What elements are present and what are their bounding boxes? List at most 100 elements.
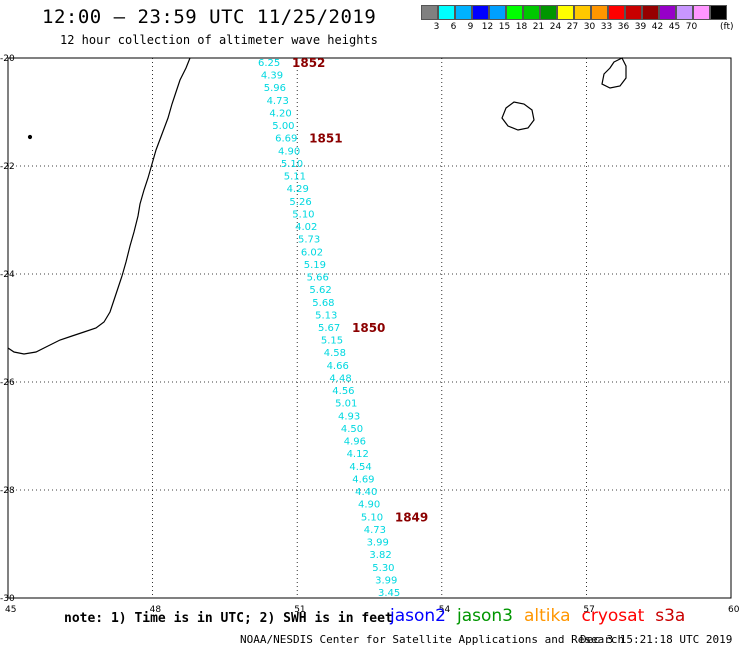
- wave-height-value: 3.99: [367, 538, 389, 549]
- legend-swatch: [591, 5, 608, 20]
- pass-time-label: 1849: [395, 510, 428, 524]
- map-title: 12:00 – 23:59 UTC 11/25/2019: [42, 6, 377, 28]
- legend-label: 39: [634, 22, 647, 32]
- wave-height-value: 5.10: [281, 159, 303, 170]
- color-legend: [421, 5, 727, 20]
- lat-tick-label: -28: [0, 486, 15, 496]
- wave-height-value: 5.11: [284, 172, 306, 183]
- legend-swatch: [642, 5, 659, 20]
- legend-swatch: [659, 5, 676, 20]
- satellite-legend: jason2 jason3 altika cryosat s3a: [390, 606, 696, 626]
- legend-unit: (ft): [720, 22, 734, 32]
- wave-height-value: 5.26: [289, 197, 311, 208]
- wave-height-value: 4.02: [295, 222, 317, 233]
- wave-height-value: 5.30: [372, 563, 394, 574]
- legend-swatch: [523, 5, 540, 20]
- satellite-label: jason2: [390, 606, 446, 626]
- axis-labels: 45 48 51 54 57 60 -20 -22 -24 -26 -28 -30: [0, 54, 740, 615]
- lon-tick-label: 45: [5, 605, 16, 615]
- wave-height-value: 5.00: [272, 121, 294, 132]
- wave-height-value: 4.54: [349, 462, 371, 473]
- pass-time-label: 1851: [309, 132, 342, 146]
- legend-label: 6: [450, 22, 457, 32]
- wave-height-value: 4.29: [287, 184, 309, 195]
- wave-height-value: 5.10: [292, 209, 314, 220]
- graticule: [8, 58, 731, 598]
- map-frame: [7, 57, 732, 599]
- lon-tick-label: 54: [439, 605, 451, 615]
- wave-height-value: 5.15: [321, 336, 343, 347]
- legend-label: 9: [467, 22, 474, 32]
- wave-height-value: 4.39: [261, 71, 283, 82]
- wave-height-value: 5.13: [315, 310, 337, 321]
- wave-height-value: 5.96: [264, 83, 286, 94]
- wave-height-value: 5.19: [304, 260, 326, 271]
- wave-height-value: 4.12: [347, 449, 369, 460]
- legend-swatch: [574, 5, 591, 20]
- wave-height-value: 3.82: [369, 550, 391, 561]
- lat-tick-label: -24: [0, 270, 15, 280]
- wave-height-value: 3.45: [378, 588, 400, 599]
- wave-height-value: 5.68: [312, 298, 334, 309]
- wave-height-value: 4.69: [352, 474, 374, 485]
- legend-label: 21: [532, 22, 545, 32]
- wave-height-value: 3.99: [375, 575, 397, 586]
- wave-height-value: 4.56: [332, 386, 354, 397]
- legend-swatch: [489, 5, 506, 20]
- legend-swatch: [540, 5, 557, 20]
- wave-height-value: 5.10: [361, 512, 383, 523]
- legend-label: 15: [498, 22, 511, 32]
- madagascar-coast: [7, 57, 191, 355]
- legend-label: 36: [617, 22, 630, 32]
- wave-height-value: 4.40: [355, 487, 377, 498]
- wave-height-value: 5.66: [307, 273, 329, 284]
- legend-swatch: [472, 5, 489, 20]
- lon-tick-label: 60: [728, 605, 740, 615]
- credit-text: NOAA/NESDIS Center for Satellite Applica…: [240, 633, 625, 646]
- pass-time-label: 1850: [352, 321, 385, 335]
- legend-label: 45: [668, 22, 681, 32]
- legend-swatch: [557, 5, 574, 20]
- wave-height-value: 6.02: [301, 247, 323, 258]
- wave-height-value: 4.50: [341, 424, 363, 435]
- legend-label: 70: [685, 22, 698, 32]
- legend-label: 24: [549, 22, 562, 32]
- legend-label: 18: [515, 22, 528, 32]
- wave-height-value: 4.66: [327, 361, 349, 372]
- legend-swatch: [710, 5, 727, 20]
- wave-height-value: 4.73: [267, 96, 289, 107]
- wave-height-value: 4.73: [364, 525, 386, 536]
- legend-swatch: [438, 5, 455, 20]
- legend-label: 33: [600, 22, 613, 32]
- credit-timestamp: Dec 3 15:21:18 UTC 2019: [580, 633, 733, 646]
- altimeter-track: 6.254.395.964.734.205.006.694.905.105.11…: [258, 58, 400, 599]
- wave-height-value: 5.73: [298, 235, 320, 246]
- satellite-label: s3a: [655, 606, 686, 626]
- lon-tick-label: 51: [294, 605, 305, 615]
- lat-tick-label: -20: [0, 54, 15, 64]
- time-labels: 1852 1851 1850 1849: [292, 56, 428, 524]
- legend-swatch: [421, 5, 438, 20]
- legend-label: 42: [651, 22, 664, 32]
- wave-height-value: 4.20: [269, 108, 291, 119]
- wave-height-value: 5.01: [335, 399, 357, 410]
- coastlines: [7, 57, 627, 355]
- legend-swatch: [455, 5, 472, 20]
- wave-height-value: 4.96: [344, 437, 366, 448]
- satellite-label: jason3: [457, 606, 513, 626]
- satellite-label: altika: [524, 606, 571, 626]
- lat-tick-label: -22: [0, 162, 15, 172]
- legend-label: 3: [433, 22, 440, 32]
- legend-label: 12: [481, 22, 494, 32]
- legend-swatch: [676, 5, 693, 20]
- reunion-coast: [501, 101, 535, 131]
- map-subtitle: 12 hour collection of altimeter wave hei…: [60, 33, 378, 47]
- wave-height-value: 4.90: [278, 146, 300, 157]
- mauritius-coast: [601, 57, 627, 89]
- legend-swatch: [625, 5, 642, 20]
- wave-height-value: 6.25: [258, 58, 280, 69]
- satellite-label: cryosat: [581, 606, 645, 626]
- footer-note: note: 1) Time is in UTC; 2) SWH is in fe…: [64, 611, 393, 626]
- lon-tick-label: 48: [150, 605, 162, 615]
